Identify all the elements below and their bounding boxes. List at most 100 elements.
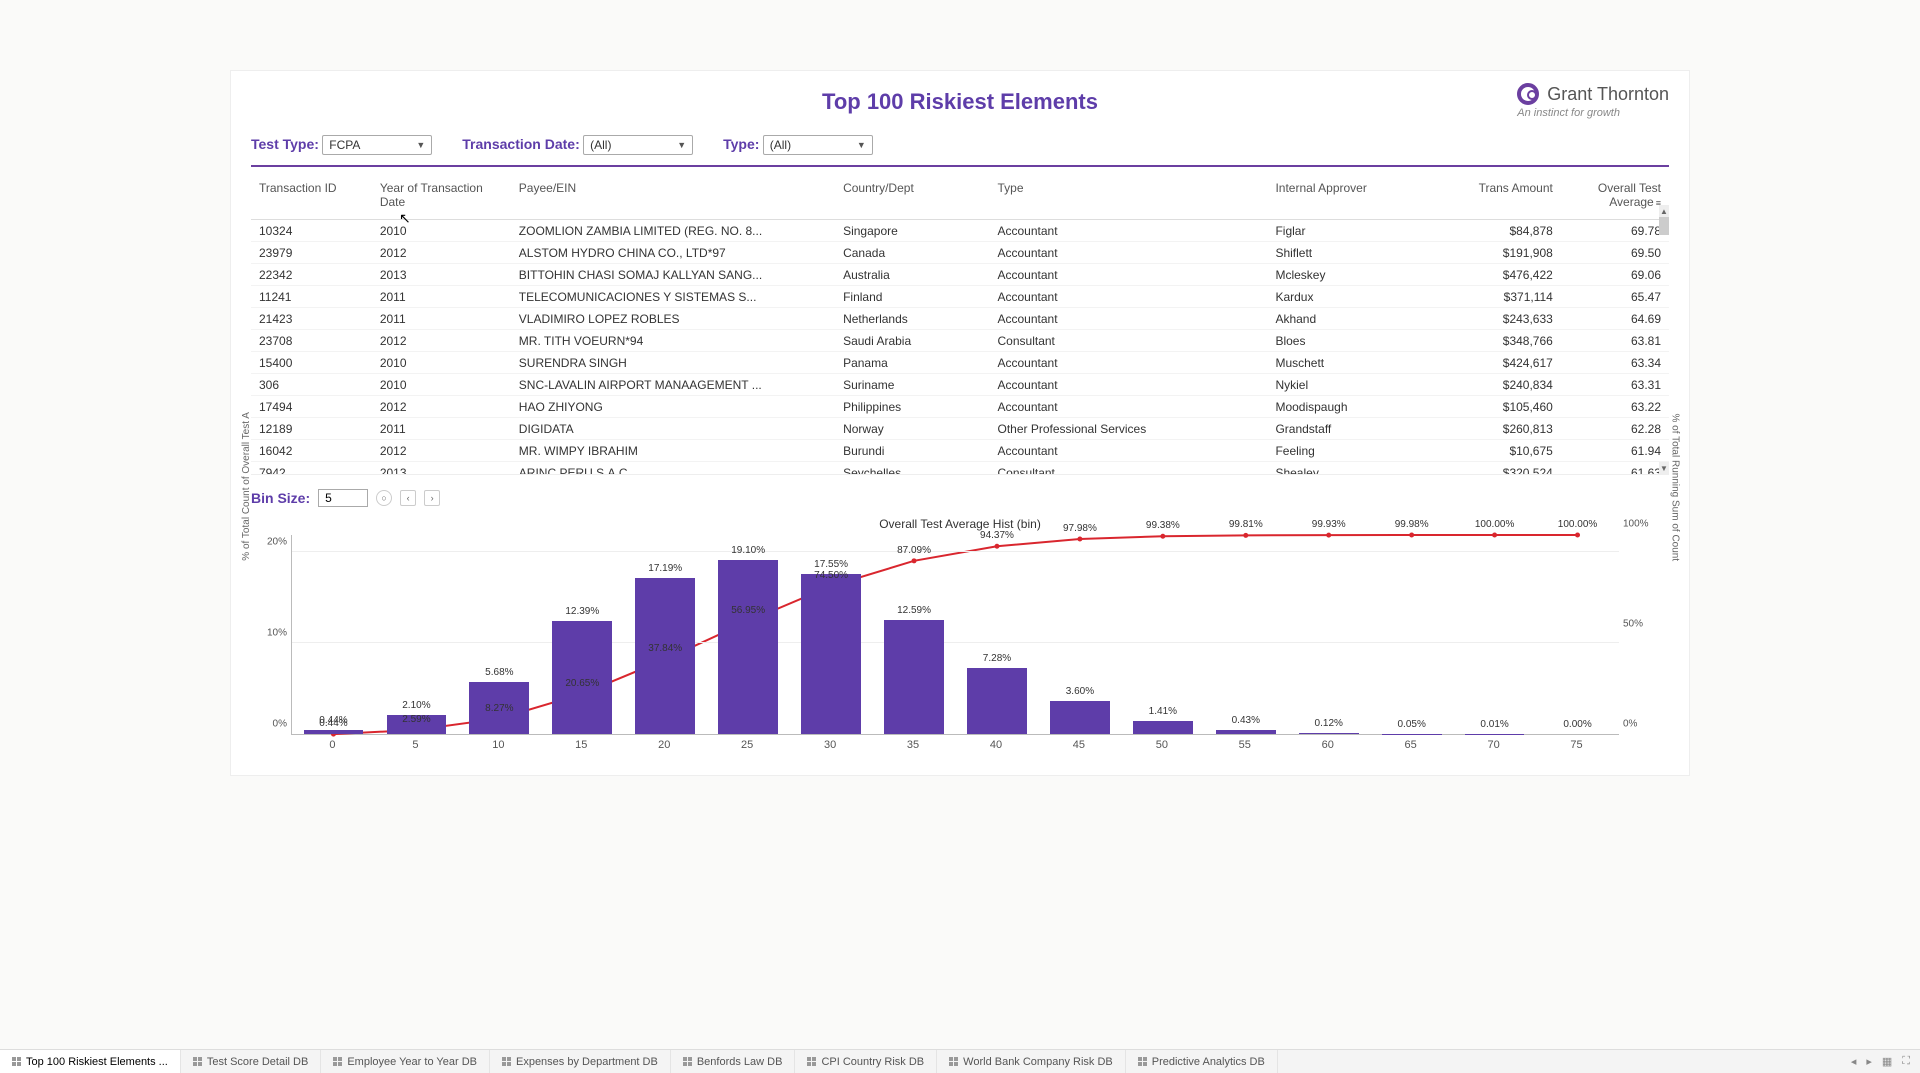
y-left-tick: 20% <box>267 537 287 548</box>
cumulative-label: 100.00% <box>1475 519 1514 530</box>
table-row[interactable]: 223422013BITTOHIN CHASI SOMAJ KALLYAN SA… <box>251 264 1669 286</box>
table-row[interactable]: 160422012MR. WIMPY IBRAHIMBurundiAccount… <box>251 440 1669 462</box>
header: Top 100 Riskiest Elements Grant Thornton… <box>251 81 1669 127</box>
cell-year: 2011 <box>372 308 511 330</box>
cell-payee: ZOOMLION ZAMBIA LIMITED (REG. NO. 8... <box>511 220 835 242</box>
table-scrollbar[interactable]: ▲ ▼ <box>1659 205 1669 474</box>
bar-value-label: 0.01% <box>1480 719 1508 730</box>
column-header-year[interactable]: Year of Transaction Date <box>372 175 511 220</box>
scroll-thumb[interactable] <box>1659 217 1669 235</box>
cell-amount: $260,813 <box>1422 418 1561 440</box>
cell-amount: $243,633 <box>1422 308 1561 330</box>
cell-avg: 63.34 <box>1561 352 1669 374</box>
table-row[interactable]: 154002010SURENDRA SINGHPanamaAccountantM… <box>251 352 1669 374</box>
column-header-approver[interactable]: Internal Approver <box>1267 175 1421 220</box>
test-type-select[interactable]: FCPA ▼ <box>322 135 432 155</box>
cell-amount: $348,766 <box>1422 330 1561 352</box>
tab-label: Benfords Law DB <box>697 1056 783 1068</box>
column-header-country[interactable]: Country/Dept <box>835 175 989 220</box>
table-row[interactable]: 214232011VLADIMIRO LOPEZ ROBLESNetherlan… <box>251 308 1669 330</box>
column-header-type[interactable]: Type <box>990 175 1268 220</box>
chevron-down-icon: ▼ <box>677 140 686 150</box>
cumulative-label: 94.37% <box>980 530 1014 541</box>
bin-size-input[interactable] <box>318 489 368 507</box>
table-row[interactable]: 174942012HAO ZHIYONGPhilippinesAccountan… <box>251 396 1669 418</box>
cell-type: Accountant <box>990 374 1268 396</box>
bin-reset-button[interactable]: ○ <box>376 490 392 506</box>
cell-payee: VLADIMIRO LOPEZ ROBLES <box>511 308 835 330</box>
cumulative-label: 99.81% <box>1229 519 1263 530</box>
type-select[interactable]: (All) ▼ <box>763 135 873 155</box>
cell-type: Accountant <box>990 286 1268 308</box>
cell-country: Philippines <box>835 396 989 418</box>
bin-prev-button[interactable]: ‹ <box>400 490 416 506</box>
worksheet-tab[interactable]: Benfords Law DB <box>671 1050 796 1073</box>
tab-control-button[interactable]: ▦ <box>1882 1055 1892 1068</box>
tab-label: World Bank Company Risk DB <box>963 1056 1113 1068</box>
tab-control-button[interactable]: ◂ <box>1851 1055 1857 1068</box>
bar-value-label: 12.59% <box>897 605 931 616</box>
worksheet-tab[interactable]: Employee Year to Year DB <box>321 1050 490 1073</box>
tab-control-button[interactable]: ⛶ <box>1902 1055 1910 1068</box>
worksheet-tab[interactable]: World Bank Company Risk DB <box>937 1050 1126 1073</box>
cell-country: Singapore <box>835 220 989 242</box>
histogram-bar[interactable] <box>635 578 695 734</box>
cell-id: 11241 <box>251 286 372 308</box>
cell-payee: ARINC PERU S.A.C. <box>511 462 835 476</box>
scroll-down-icon[interactable]: ▼ <box>1659 462 1669 474</box>
data-table: Transaction IDYear of Transaction DatePa… <box>251 175 1669 475</box>
column-header-avg[interactable]: Overall Test Average≡ <box>1561 175 1669 220</box>
worksheet-tab[interactable]: Predictive Analytics DB <box>1126 1050 1278 1073</box>
histogram-bar[interactable] <box>304 730 364 734</box>
filter-bar: Test Type: FCPA ▼ Transaction Date: (All… <box>251 135 1669 167</box>
transaction-date-label: Transaction Date: <box>462 136 579 152</box>
table-row[interactable]: 121892011DIGIDATANorwayOther Professiona… <box>251 418 1669 440</box>
table-row[interactable]: 112412011TELECOMUNICACIONES Y SISTEMAS S… <box>251 286 1669 308</box>
cell-avg: 62.28 <box>1561 418 1669 440</box>
table-row[interactable]: 103242010ZOOMLION ZAMBIA LIMITED (REG. N… <box>251 220 1669 242</box>
cell-year: 2011 <box>372 286 511 308</box>
tab-control-button[interactable]: ▸ <box>1866 1055 1872 1068</box>
cumulative-label: 37.84% <box>648 643 682 654</box>
table-row[interactable]: 79422013ARINC PERU S.A.C.SeychellesConsu… <box>251 462 1669 476</box>
column-header-id[interactable]: Transaction ID <box>251 175 372 220</box>
worksheet-tab[interactable]: CPI Country Risk DB <box>795 1050 937 1073</box>
grid-icon <box>12 1057 21 1066</box>
column-header-payee[interactable]: Payee/EIN <box>511 175 835 220</box>
worksheet-tab[interactable]: Test Score Detail DB <box>181 1050 321 1073</box>
scroll-up-icon[interactable]: ▲ <box>1659 205 1669 217</box>
cell-country: Australia <box>835 264 989 286</box>
bar-value-label: 3.60% <box>1066 686 1094 697</box>
worksheet-tab[interactable]: Top 100 Riskiest Elements ... <box>0 1050 181 1073</box>
cell-avg: 69.06 <box>1561 264 1669 286</box>
bar-value-label: 2.10% <box>402 700 430 711</box>
histogram-bar[interactable] <box>1133 721 1193 734</box>
table-row[interactable]: 237082012MR. TITH VOEURN*94Saudi ArabiaC… <box>251 330 1669 352</box>
histogram-bar[interactable] <box>884 620 944 734</box>
histogram-bar[interactable] <box>967 668 1027 734</box>
table-row[interactable]: 239792012ALSTOM HYDRO CHINA CO., LTD*97C… <box>251 242 1669 264</box>
column-header-amount[interactable]: Trans Amount <box>1422 175 1561 220</box>
transaction-date-select[interactable]: (All) ▼ <box>583 135 693 155</box>
chart-title: Overall Test Average Hist (bin) <box>251 517 1669 531</box>
cell-amount: $84,878 <box>1422 220 1561 242</box>
x-tick: 70 <box>1487 739 1499 751</box>
data-table-region: ↖ Transaction IDYear of Transaction Date… <box>251 175 1669 475</box>
cumulative-label: 20.65% <box>565 678 599 689</box>
cell-country: Seychelles <box>835 462 989 476</box>
bin-next-button[interactable]: › <box>424 490 440 506</box>
histogram-bar[interactable] <box>718 560 778 734</box>
histogram-bar[interactable] <box>1050 701 1110 734</box>
table-row[interactable]: 3062010SNC-LAVALIN AIRPORT MANAAGEMENT .… <box>251 374 1669 396</box>
cell-type: Other Professional Services <box>990 418 1268 440</box>
cell-payee: TELECOMUNICACIONES Y SISTEMAS S... <box>511 286 835 308</box>
cumulative-label: 99.38% <box>1146 520 1180 531</box>
histogram-bar[interactable] <box>1216 730 1276 734</box>
histogram-bar[interactable] <box>1299 733 1359 734</box>
x-tick: 50 <box>1156 739 1168 751</box>
cell-amount: $191,908 <box>1422 242 1561 264</box>
histogram-bar[interactable] <box>801 574 861 734</box>
worksheet-tab[interactable]: Expenses by Department DB <box>490 1050 671 1073</box>
cell-payee: MR. WIMPY IBRAHIM <box>511 440 835 462</box>
y-left-tick: 0% <box>273 719 287 730</box>
